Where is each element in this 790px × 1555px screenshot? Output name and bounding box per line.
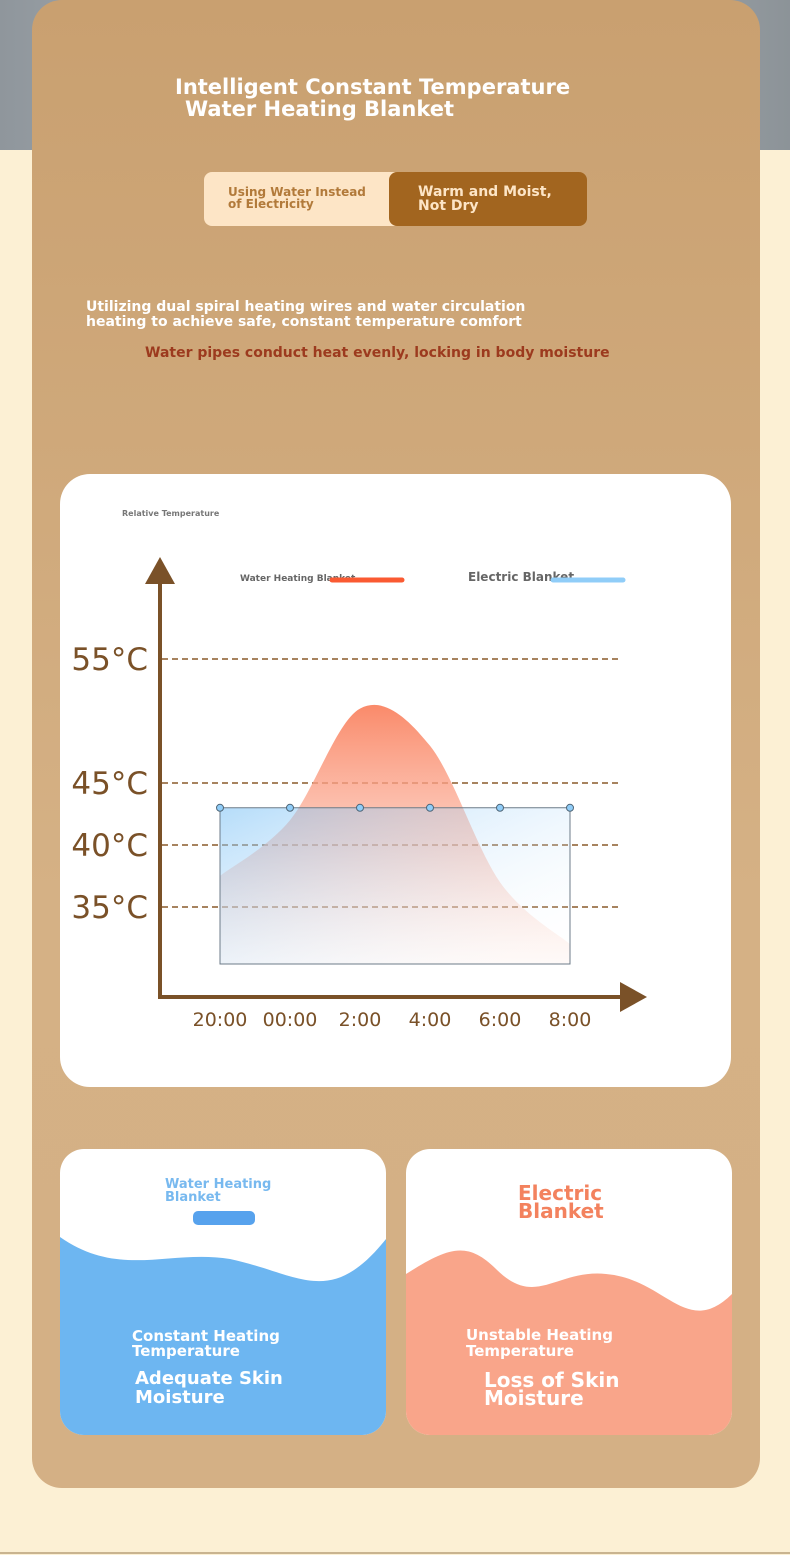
point (356, 803, 364, 812)
card: Electric Blanket Unstable Heating Temper… (406, 1149, 732, 1435)
x-tick-label: 20:00 (193, 1009, 248, 1031)
x-tick-label: 6:00 (479, 1009, 522, 1031)
tab-active[interactable] (389, 172, 587, 226)
title-line: Water Heating Blanket (185, 97, 455, 121)
title: Intelligent Constant Temperature Water H… (175, 76, 570, 120)
point (286, 803, 294, 812)
legend-label: Water Heating Blanket (240, 574, 356, 584)
card-line: Adequate Skin Moisture (135, 1368, 283, 1408)
y-tick-label: 55°C (71, 642, 148, 678)
x-tick-label: 8:00 (549, 1009, 592, 1031)
card-line: Unstable Heating Temperature (466, 1326, 613, 1360)
wave (406, 1250, 732, 1435)
tab[interactable]: Using Water Instead of Electricity (228, 185, 366, 211)
y-tick-label: 45°C (71, 766, 148, 802)
y-tick-label: 35°C (71, 890, 148, 926)
point (426, 803, 434, 812)
x-tick-label: 2:00 (339, 1009, 382, 1031)
wave (60, 1211, 386, 1435)
card-title: Electric Blanket (518, 1181, 604, 1223)
tab-label: Warm and Moist, Not Dry (418, 184, 552, 214)
card-line: Constant Heating Temperature (132, 1327, 280, 1360)
divider (0, 1552, 790, 1554)
series-area (219, 807, 571, 965)
card: Water Heating Blanket Constant Heating T… (60, 1149, 386, 1435)
x-arrow (620, 982, 647, 1012)
point (216, 803, 224, 812)
point (566, 803, 574, 812)
title-line: Intelligent Constant Temperature (175, 75, 571, 99)
x-tick-label: 4:00 (409, 1009, 452, 1031)
description: Utilizing dual spiral heating wires and … (86, 299, 526, 330)
y-tick-label: 40°C (71, 828, 148, 864)
card-title: Water Heating Blanket (165, 1177, 272, 1205)
legend-label: Electric Blanket (468, 570, 574, 584)
chart-card: Relative Temperature 35°C 40°C 45°C 55°C 20:… (60, 474, 731, 1087)
point (496, 803, 504, 812)
x-tick-label: 00:00 (263, 1009, 318, 1031)
description: Water pipes conduct heat evenly, locking… (145, 345, 610, 361)
card-line: Loss of Skin Moisture (484, 1368, 620, 1410)
y-arrow (145, 557, 175, 584)
y-axis-label: Relative Temperature (122, 509, 220, 518)
chart: Relative Temperature 35°C 40°C 45°C 55°C 20:… (71, 509, 647, 1031)
